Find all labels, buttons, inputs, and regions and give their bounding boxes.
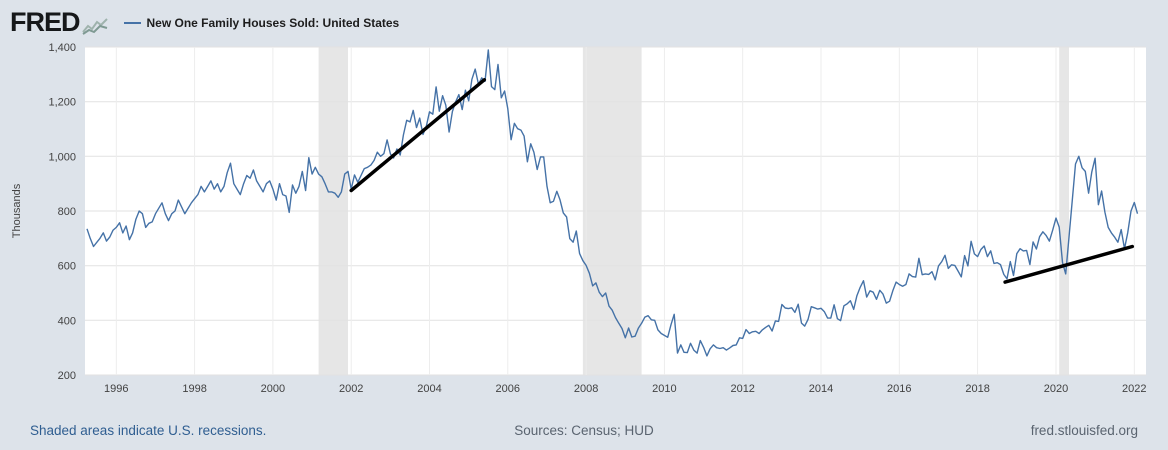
- series-label: New One Family Houses Sold: United State…: [146, 16, 400, 30]
- x-tick-label: 2004: [417, 383, 441, 395]
- y-tick-label: 400: [58, 315, 76, 327]
- x-tick-label: 2016: [887, 383, 911, 395]
- x-tick-label: 2022: [1122, 383, 1146, 395]
- legend-line-swatch: [123, 22, 141, 24]
- sources-text: Sources: Census; HUD: [514, 423, 654, 438]
- line-chart: 200 400 600 800 1,000 1,200 1,400 1996 1998 2000 2…: [11, 42, 1147, 395]
- fred-logo-sparkline-icon: [81, 17, 108, 35]
- fred-site-link[interactable]: fred.stlouisfed.org: [1030, 423, 1138, 438]
- trend-line: [349, 78, 487, 193]
- y-axis-title: Thousands: [11, 183, 23, 238]
- y-tick-label: 600: [58, 261, 76, 273]
- recession-note: Shaded areas indicate U.S. recessions.: [30, 423, 267, 438]
- x-tick-label: 2020: [1044, 383, 1068, 395]
- y-tick-label: 1,400: [48, 42, 76, 54]
- x-tick-label: 1996: [104, 383, 128, 395]
- x-tick-label: 2008: [574, 383, 598, 395]
- chart-legend: New One Family Houses Sold: United State…: [123, 14, 400, 30]
- fred-logo[interactable]: FRED: [10, 6, 108, 37]
- fred-logo-text: FRED: [10, 6, 80, 37]
- x-tick-label: 2018: [965, 383, 989, 395]
- data-series-line: [86, 49, 1139, 357]
- y-tick-label: 800: [58, 206, 76, 218]
- y-tick-label: 200: [58, 370, 76, 382]
- x-tick-label: 2000: [261, 383, 285, 395]
- x-tick-label: 2014: [809, 383, 833, 395]
- x-tick-label: 2006: [496, 383, 520, 395]
- x-tick-label: 2010: [652, 383, 676, 395]
- chart-footer: Shaded areas indicate U.S. recessions. S…: [0, 423, 1168, 441]
- trend-line: [1003, 244, 1135, 284]
- x-tick-label: 1998: [182, 383, 206, 395]
- x-tick-label: 2002: [339, 383, 363, 395]
- y-tick-label: 1,000: [48, 151, 76, 163]
- chart-header: FRED New One Family Houses Sold: United …: [10, 5, 399, 39]
- y-tick-label: 1,200: [48, 97, 76, 109]
- x-tick-label: 2012: [730, 383, 754, 395]
